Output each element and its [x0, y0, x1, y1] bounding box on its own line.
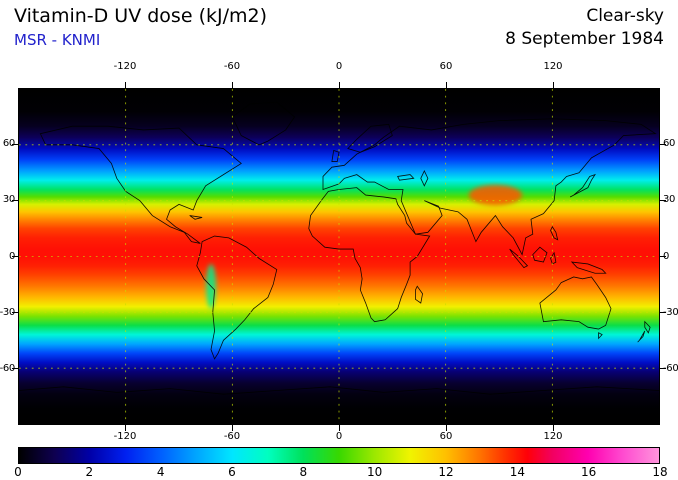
- lat-tick-mark-right: [660, 312, 666, 314]
- coastline-borneo: [532, 246, 548, 263]
- coastline-new-zealand: [637, 320, 651, 343]
- figure-title: Vitamin-D UV dose (kJ/m2): [14, 5, 267, 27]
- coastline-tasmania: [598, 332, 603, 340]
- colorbar-tick-label: 12: [438, 465, 454, 479]
- lat-tick-label-left: -30: [0, 306, 15, 318]
- lon-tick-mark-top: [445, 82, 447, 88]
- anomaly-patches: [206, 184, 523, 309]
- coastline-caspian-sea: [420, 169, 429, 187]
- coastline-south-america: [196, 235, 278, 360]
- coastline-australia: [539, 276, 612, 330]
- coastline-sulawesi: [550, 251, 557, 265]
- colorbar-tick-label: 18: [652, 465, 668, 479]
- lat-tick-mark-left: [12, 143, 18, 145]
- lon-tick-label-bottom: -120: [113, 431, 137, 442]
- lat-tick-mark-left: [12, 312, 18, 314]
- lon-tick-label-bottom: -60: [223, 431, 241, 442]
- lon-tick-label-top: -60: [223, 61, 241, 72]
- lat-tick-mark-right: [660, 143, 666, 145]
- coastlines: [19, 101, 659, 395]
- coastline-greenland: [231, 101, 296, 146]
- lat-tick-label-right: -60: [663, 362, 678, 374]
- world-map-svg: [19, 89, 659, 424]
- sky-condition-label: Clear-sky: [586, 6, 664, 26]
- lon-tick-label-top: 120: [543, 61, 563, 72]
- coastline-scandinavia: [347, 123, 393, 153]
- coastline-antarctica: [19, 386, 659, 395]
- lat-tick-label-right: 30: [663, 194, 676, 206]
- lat-tick-label-right: 0: [663, 250, 670, 262]
- lat-tick-label-left: 60: [2, 138, 15, 150]
- coastline-black-sea: [397, 174, 415, 181]
- lon-tick-label-top: 60: [439, 61, 453, 72]
- colorbar-tick-label: 14: [509, 465, 525, 479]
- lon-tick-mark-top: [552, 82, 554, 88]
- lat-tick-mark-left: [12, 256, 18, 257]
- lat-tick-mark-left: [12, 368, 18, 370]
- coastline-cuba: [189, 215, 203, 220]
- colorbar-tick-label: 16: [581, 465, 597, 479]
- coastline-japan: [569, 173, 596, 198]
- coastline-philippines: [550, 225, 559, 241]
- colorbar-tick-label: 8: [299, 465, 308, 479]
- figure-header-right: Clear-sky 8 September 1984: [505, 5, 664, 51]
- figure-source: MSR - KNMI: [14, 31, 101, 49]
- lat-tick-label-left: 30: [2, 194, 15, 206]
- colorbar-tick-label: 4: [156, 465, 165, 479]
- lon-tick-mark-bottom: [231, 425, 233, 431]
- lon-tick-mark-bottom: [552, 425, 554, 431]
- colorbar-tick-label: 6: [228, 465, 236, 479]
- coastline-madagascar: [415, 285, 423, 304]
- map-panel: [18, 88, 660, 425]
- colorbar-tick-label: 10: [367, 465, 383, 479]
- coastline-africa: [308, 187, 431, 323]
- colorbar: [18, 447, 660, 464]
- lon-tick-mark-top: [231, 82, 233, 88]
- lon-tick-label-top: -120: [113, 61, 137, 72]
- colorbar-tick-label: 0: [14, 465, 22, 479]
- lon-tick-label-bottom: 120: [543, 431, 563, 442]
- lon-tick-mark-bottom: [445, 425, 447, 431]
- figure-date: 8 September 1984: [505, 29, 664, 49]
- lon-tick-label-bottom: 60: [439, 431, 453, 442]
- lat-tick-label-left: -60: [0, 362, 15, 374]
- lat-tick-label-right: 60: [663, 138, 676, 150]
- lat-tick-mark-left: [12, 199, 18, 201]
- lon-tick-label-top: 0: [335, 61, 343, 72]
- lat-tick-mark-right: [660, 256, 666, 257]
- colorbar-tick-label: 2: [85, 465, 94, 479]
- lat-tick-label-right: -30: [663, 306, 678, 318]
- coastline-new-guinea: [570, 261, 607, 274]
- lat-tick-mark-right: [660, 368, 666, 370]
- gridlines: [19, 89, 659, 424]
- lon-tick-mark-bottom: [338, 425, 340, 431]
- lon-tick-label-bottom: 0: [335, 431, 343, 442]
- coastline-north-america: [39, 125, 242, 244]
- lat-tick-mark-right: [660, 199, 666, 201]
- coastline-britain: [331, 149, 340, 163]
- lon-tick-mark-bottom: [124, 425, 126, 431]
- tibet-anomaly: [468, 184, 523, 206]
- lon-tick-mark-top: [338, 82, 340, 88]
- coastline-sumatra: [509, 248, 529, 269]
- coastline-eurasia: [322, 118, 657, 256]
- lon-tick-mark-top: [124, 82, 126, 88]
